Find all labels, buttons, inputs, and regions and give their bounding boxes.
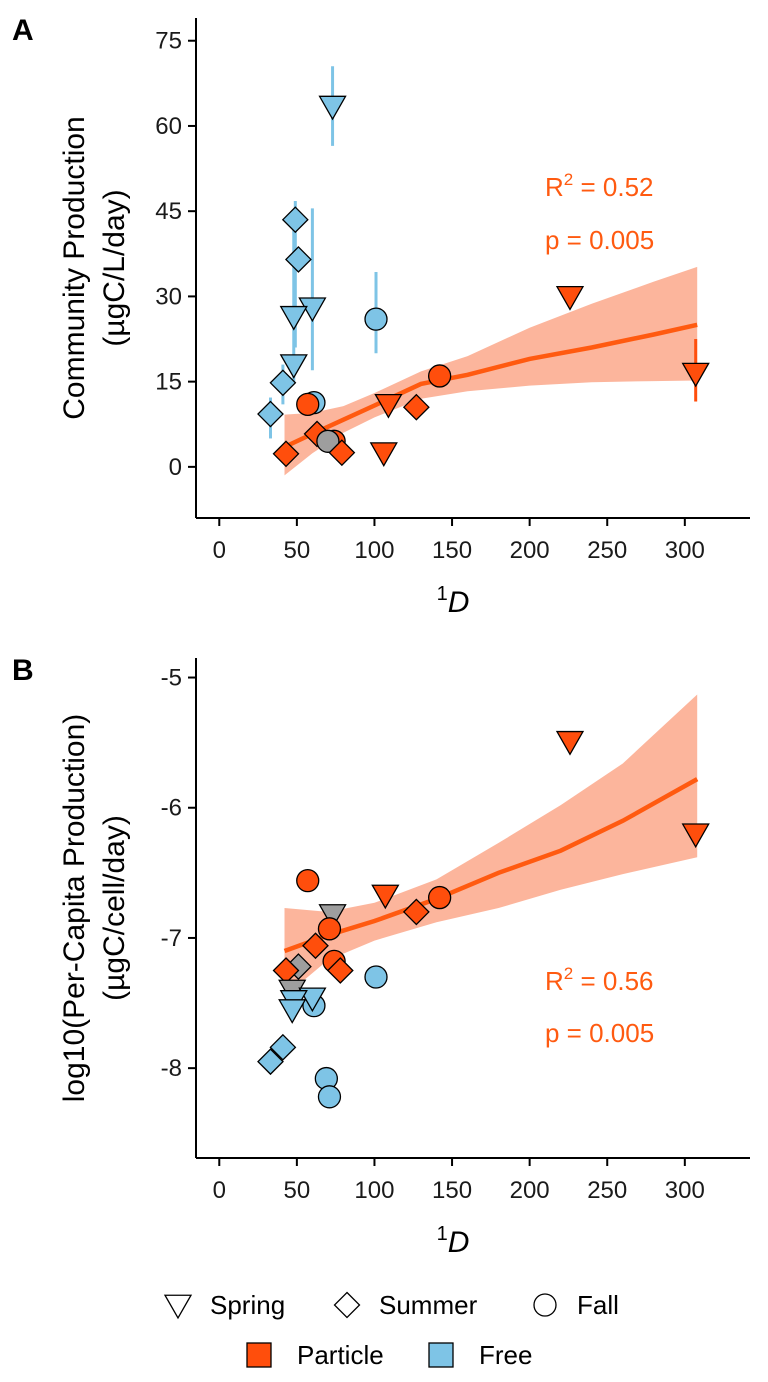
- legend: Spring Summer Fall Particle Free: [163, 1290, 619, 1370]
- data-point: [318, 904, 347, 929]
- y-tick-label: 45: [155, 198, 182, 225]
- y-tick-label: 0: [169, 454, 182, 481]
- data-point: [402, 393, 430, 421]
- data-point: [374, 393, 403, 419]
- data-point: [296, 392, 320, 417]
- y-axis-title-line2: (µgC/cell/day): [98, 815, 131, 1001]
- panel-letter: A: [12, 14, 34, 47]
- panel-letter: B: [12, 654, 34, 687]
- r-squared-value: = 0.52: [573, 172, 653, 202]
- data-point: [364, 965, 388, 989]
- x-axis-title: 1D: [437, 583, 470, 619]
- data-point: [402, 898, 430, 926]
- x-tick-label: 200: [510, 537, 550, 564]
- data-point: [326, 957, 354, 984]
- data-point: [316, 429, 340, 453]
- x-axis-superscript: 1: [437, 583, 448, 605]
- x-tick-label: 250: [587, 1177, 627, 1204]
- x-tick-label: 150: [432, 1177, 472, 1204]
- confidence-band: [284, 694, 698, 997]
- x-axis-label: D: [448, 1226, 470, 1259]
- legend-shape-spring: [163, 1294, 193, 1320]
- legend-label-summer: Summer: [379, 1290, 478, 1320]
- data-point: [279, 305, 308, 331]
- r-squared-value: = 0.56: [573, 966, 653, 996]
- x-tick-label: 300: [665, 537, 705, 564]
- y-tick-label: 30: [155, 283, 182, 310]
- x-tick-label: 100: [354, 537, 394, 564]
- data-point: [317, 1085, 342, 1109]
- y-axis-title-line1: log10(Per-Capita Production): [58, 714, 91, 1103]
- panel-b: B0 50 100 150 200 250 300-8-7-6-51Dlog10(Per-C…: [12, 654, 750, 1259]
- x-tick-label: 150: [432, 537, 472, 564]
- data-point: [555, 730, 585, 756]
- data-point: [279, 354, 308, 379]
- y-tick-label: -5: [161, 665, 182, 692]
- legend-swatch-particle: [246, 1342, 272, 1368]
- y-axis-title-line1: Community Production: [58, 116, 91, 419]
- y-tick-label: -7: [161, 925, 182, 952]
- x-tick-label: 300: [665, 1177, 705, 1204]
- legend-label-free: Free: [479, 1340, 532, 1370]
- data-point: [298, 297, 327, 323]
- r-squared-superscript: 2: [564, 964, 573, 983]
- data-point: [318, 95, 347, 121]
- x-axis-label: D: [448, 586, 470, 619]
- legend-label-fall: Fall: [577, 1290, 619, 1320]
- x-tick-label: 0: [213, 1177, 226, 1204]
- data-point: [302, 932, 329, 960]
- x-tick-label: 50: [284, 1177, 311, 1204]
- y-tick-label: 15: [155, 369, 182, 396]
- r-squared-annotation: R2 = 0.52: [545, 170, 653, 202]
- panel-a: A 0 50 100 150 200 250 300 0 15 30 45 60 75 1D Communit…: [12, 14, 750, 619]
- data-point: [269, 1033, 297, 1061]
- r-squared-prefix: R: [545, 172, 564, 202]
- data-point: [371, 884, 400, 910]
- data-point: [278, 999, 307, 1024]
- x-tick-label: 250: [587, 537, 627, 564]
- r-squared-prefix: R: [545, 966, 564, 996]
- y-tick-label: 75: [155, 28, 182, 55]
- data-point: [427, 885, 452, 910]
- p-value-annotation: p = 0.005: [545, 1018, 654, 1048]
- legend-label-particle: Particle: [297, 1340, 384, 1370]
- data-point: [257, 1048, 284, 1076]
- y-tick-label: -6: [161, 795, 182, 822]
- x-tick-label: 50: [284, 537, 311, 564]
- data-point: [555, 286, 585, 311]
- x-axis-superscript: 1: [437, 1223, 448, 1245]
- legend-swatch-free: [428, 1342, 454, 1368]
- p-value-annotation: p = 0.005: [545, 225, 654, 255]
- data-point: [257, 400, 284, 428]
- data-point: [296, 869, 320, 893]
- legend-shape-summer: [333, 1291, 361, 1319]
- x-tick-label: 0: [213, 537, 226, 564]
- data-point: [427, 364, 452, 388]
- r-squared-superscript: 2: [564, 170, 573, 189]
- data-point: [681, 823, 710, 849]
- legend-label-spring: Spring: [210, 1290, 285, 1320]
- x-tick-label: 100: [354, 1177, 394, 1204]
- legend-shape-fall: [533, 1293, 557, 1317]
- data-point: [285, 246, 312, 273]
- data-point: [269, 369, 297, 397]
- data-point: [328, 439, 356, 467]
- y-axis-title-line2: (µgC/L/day): [98, 189, 131, 346]
- y-tick-label: 60: [155, 113, 182, 140]
- data-point: [281, 206, 309, 234]
- x-axis-title: 1D: [437, 1223, 470, 1259]
- data-point: [681, 362, 710, 388]
- y-tick-label: -8: [161, 1055, 182, 1082]
- r-squared-annotation: R2 = 0.56: [545, 964, 653, 996]
- data-point: [317, 917, 342, 941]
- data-point: [364, 307, 388, 331]
- data-point: [272, 440, 300, 468]
- x-tick-label: 200: [510, 1177, 550, 1204]
- data-point: [369, 442, 398, 467]
